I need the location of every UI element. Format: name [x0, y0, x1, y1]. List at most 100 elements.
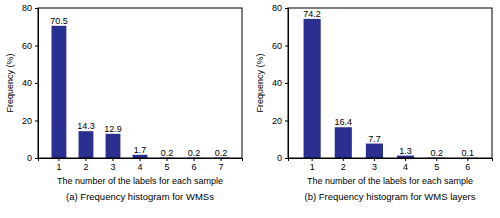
- tick-mark: [285, 83, 288, 84]
- tick-mark: [285, 46, 288, 47]
- tick-label: 5: [434, 162, 439, 172]
- tick-mark: [405, 158, 406, 161]
- tick: 6: [192, 158, 197, 172]
- bar: [335, 127, 352, 158]
- chart-title: (b) Frequency histogram for WMS layers: [304, 191, 475, 202]
- data-label: 74.2: [303, 9, 321, 19]
- tick: 80: [272, 3, 288, 13]
- tick-label: 40: [272, 78, 282, 88]
- tick-mark: [35, 121, 38, 122]
- data-label: 0.2: [188, 148, 201, 158]
- plot-frame: [288, 8, 492, 158]
- tick-label: 2: [83, 162, 88, 172]
- data-label: 7.7: [368, 134, 381, 144]
- tick-mark: [140, 158, 141, 161]
- tick-label: 2: [341, 162, 346, 172]
- tick-label: 80: [22, 3, 32, 13]
- bar: [304, 19, 321, 158]
- tick: 0: [27, 153, 38, 163]
- tick-mark: [35, 8, 38, 9]
- y-axis-title: Frequency (%): [5, 53, 15, 112]
- tick-mark: [374, 158, 375, 161]
- tick: 5: [165, 158, 170, 172]
- axis-line: [39, 159, 243, 162]
- tick-mark: [221, 158, 222, 161]
- figure: 70.514.312.91.70.20.20.20204060801234567…: [0, 0, 500, 218]
- tick: 60: [22, 41, 38, 51]
- tick-label: 60: [22, 41, 32, 51]
- tick-label: 40: [22, 78, 32, 88]
- tick-label: 20: [22, 116, 32, 126]
- panel: 70.514.312.91.70.20.20.20204060801234567…: [5, 3, 243, 202]
- plot-frame: [38, 8, 242, 158]
- bars: [304, 19, 477, 158]
- tick-label: 0: [27, 153, 32, 163]
- tick-label: 5: [165, 162, 170, 172]
- data-label: 70.5: [50, 16, 68, 26]
- tick-mark: [35, 83, 38, 84]
- tick: 4: [137, 158, 142, 172]
- tick-label: 4: [137, 162, 142, 172]
- bar: [106, 134, 121, 158]
- tick-label: 0: [277, 153, 282, 163]
- tick: 2: [341, 158, 346, 172]
- bar: [366, 144, 383, 158]
- data-label: 0.2: [430, 148, 443, 158]
- tick-mark: [285, 8, 288, 9]
- bars: [52, 26, 229, 158]
- tick: 3: [110, 158, 115, 172]
- bar: [52, 26, 67, 158]
- tick: 0: [277, 153, 288, 163]
- y-axis: 0 20 40 60 80: [272, 3, 289, 163]
- x-axis: 1 2 3 4 5 6: [289, 158, 493, 172]
- tick-mark: [35, 158, 38, 159]
- data-labels: 74.2 16.4 7.7 1.3 0.2 0.1: [303, 9, 474, 158]
- bar: [79, 131, 94, 158]
- tick-mark: [112, 158, 113, 161]
- data-label: 1.3: [399, 146, 412, 156]
- tick-mark: [285, 158, 288, 159]
- axis-line: [285, 9, 289, 159]
- data-label: 0.1: [462, 148, 475, 158]
- tick: 40: [22, 78, 38, 88]
- tick-mark: [58, 158, 59, 161]
- tick-mark: [467, 158, 468, 161]
- tick-label: 80: [272, 3, 282, 13]
- tick: 7: [219, 158, 224, 172]
- tick-label: 1: [56, 162, 61, 172]
- tick: 20: [22, 116, 38, 126]
- chart-title: (a) Frequency histogram for WMSs: [66, 191, 214, 202]
- tick-mark: [436, 158, 437, 161]
- x-axis-title: The number of the labels for each sample: [57, 176, 223, 186]
- data-label: 16.4: [335, 117, 353, 127]
- data-labels: 70.514.312.91.70.20.20.2: [50, 16, 227, 158]
- panel: 74.2 16.4 7.7 1.3 0.2 0.1 0 20 40 60 80 1 2 3 4 5 6 The n…: [255, 3, 493, 202]
- data-label: 0.2: [215, 148, 228, 158]
- tick: 20: [272, 116, 288, 126]
- y-axis: 0 20 40 60 80: [22, 3, 39, 163]
- tick: 1: [56, 158, 61, 172]
- tick-mark: [285, 121, 288, 122]
- tick-label: 3: [372, 162, 377, 172]
- tick: 1: [310, 158, 315, 172]
- axis-line: [289, 159, 493, 162]
- tick: 5: [434, 158, 439, 172]
- axis-line: [35, 9, 39, 159]
- data-label: 1.7: [134, 145, 147, 155]
- tick: 2: [83, 158, 88, 172]
- tick: 80: [22, 3, 38, 13]
- tick-label: 4: [403, 162, 408, 172]
- tick: 6: [465, 158, 470, 172]
- x-axis-title: The number of the labels for each sample: [307, 176, 473, 186]
- data-label: 14.3: [77, 121, 95, 131]
- tick-mark: [85, 158, 86, 161]
- tick-label: 7: [219, 162, 224, 172]
- tick-label: 20: [272, 116, 282, 126]
- tick: 3: [372, 158, 377, 172]
- tick: 60: [272, 41, 288, 51]
- tick: 40: [272, 78, 288, 88]
- data-label: 0.2: [161, 148, 174, 158]
- tick-mark: [167, 158, 168, 161]
- tick-mark: [312, 158, 313, 161]
- tick-label: 1: [310, 162, 315, 172]
